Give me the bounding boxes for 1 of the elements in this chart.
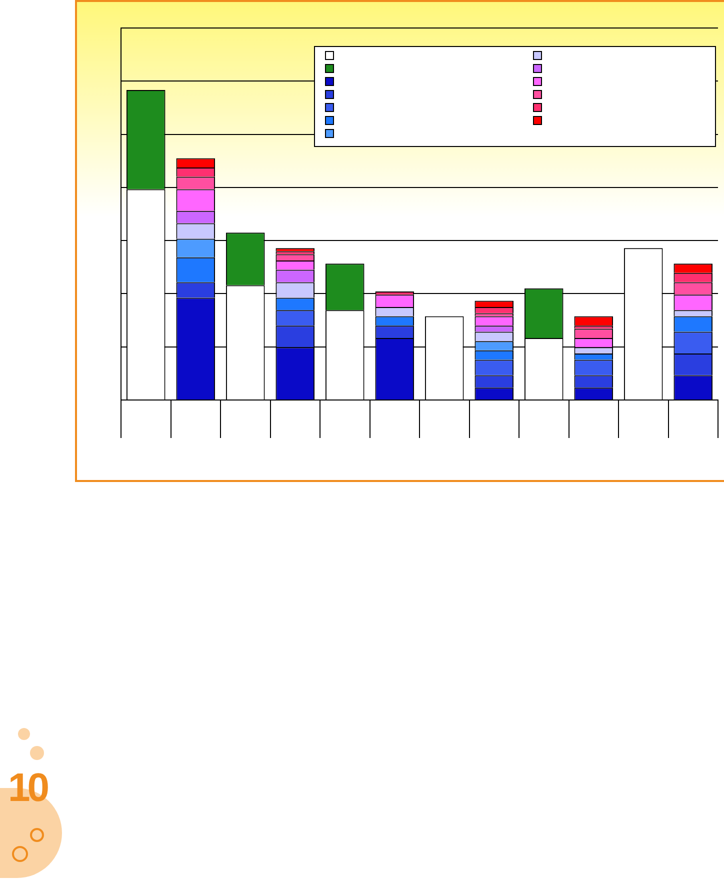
text: 10 — [8, 766, 46, 811]
